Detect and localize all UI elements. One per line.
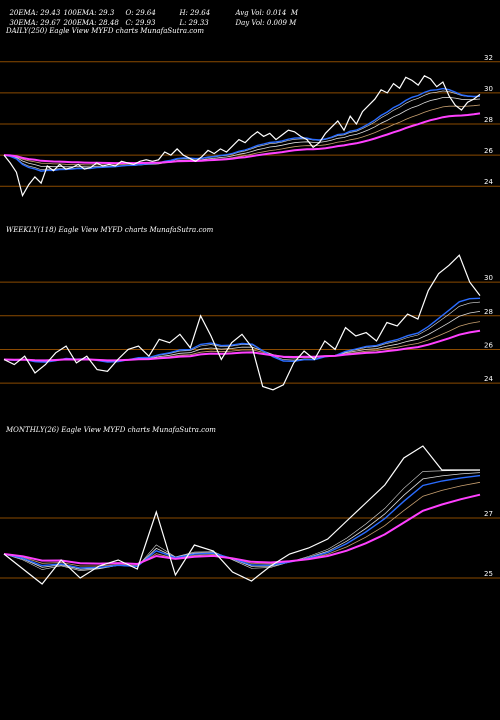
high-label: H: 29.64 [179, 9, 211, 17]
ema-line [3, 481, 481, 567]
ema-line [3, 470, 481, 572]
ema-line [3, 96, 481, 168]
ema-line [3, 311, 481, 362]
weekly-panel-title: WEEKLY(118) Eagle View MYFD charts Munaf… [6, 226, 214, 234]
close-label: C: 29.93 [125, 19, 156, 27]
y-tick-label: 28 [484, 116, 493, 124]
y-tick-label: 30 [484, 274, 493, 282]
monthly-panel-title: MONTHLY(26) Eagle View MYFD charts Munaf… [6, 426, 216, 434]
header-row-1: 20EMA: 29.43 100EMA: 29.3 O: 29.64 H: 29.64… [5, 1, 298, 17]
avg-vol-label: Avg Vol: 0.014 M [235, 9, 298, 17]
daily-panel-title: DAILY(250) Eagle View MYFD charts Munafa… [6, 27, 205, 35]
day-vol-label: Day Vol: 0.009 M [235, 19, 297, 27]
y-tick-label: 30 [484, 85, 493, 93]
low-label: L: 29.33 [179, 19, 209, 27]
y-tick-label: 24 [484, 375, 493, 383]
y-tick-label: 32 [484, 54, 493, 62]
ema-long-line [3, 493, 481, 566]
ema-blue-line [3, 87, 481, 172]
open-label: O: 29.64 [125, 9, 156, 17]
ema30-label: 30EMA: 29.67 [9, 19, 61, 27]
ema-line [3, 472, 481, 570]
y-tick-label: 25 [484, 570, 493, 578]
header-row-2: 30EMA: 29.67 200EMA: 28.48 C: 29.93 L: 29.3… [5, 11, 296, 27]
price-line [3, 75, 481, 198]
ema-blue-line [3, 474, 481, 569]
y-tick-label: 28 [484, 308, 493, 316]
ema100-label: 100EMA: 29.3 [63, 9, 115, 17]
price-line [3, 445, 480, 585]
y-tick-label: 26 [484, 147, 493, 155]
y-tick-label: 26 [484, 341, 493, 349]
y-tick-label: 27 [484, 510, 493, 518]
ema20-label: 20EMA: 29.43 [9, 9, 61, 17]
ema200-label: 200EMA: 28.48 [63, 19, 119, 27]
y-tick-label: 24 [484, 178, 493, 186]
ema-long-line [3, 112, 481, 165]
ema-long-line [3, 329, 481, 362]
ema-line [3, 104, 481, 166]
price-line [3, 254, 481, 391]
